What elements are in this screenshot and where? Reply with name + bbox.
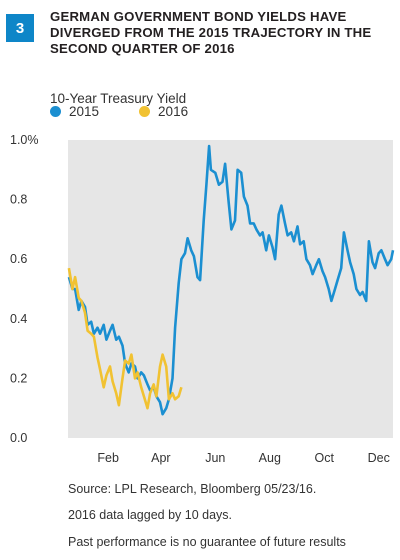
source-note: Source: LPL Research, Bloomberg 05/23/16… xyxy=(68,482,317,496)
x-tick-label: Oct xyxy=(315,451,335,465)
y-tick-label: 1.0% xyxy=(10,133,39,147)
chart-subtitle: 10-Year Treasury Yield xyxy=(50,91,187,106)
x-tick-label: Apr xyxy=(151,451,170,465)
lag-note: 2016 data lagged by 10 days. xyxy=(68,508,233,522)
x-tick-label: Dec xyxy=(368,451,390,465)
legend-swatch-2016 xyxy=(139,106,151,117)
chart-title: GERMAN GOVERNMENT BOND YIELDS HAVE DIVER… xyxy=(50,9,372,56)
x-axis: Feb Apr Jun Aug Oct Dec xyxy=(97,451,389,465)
disclaimer-note: Past performance is no guarantee of futu… xyxy=(68,535,346,549)
legend-label-2016: 2016 xyxy=(158,104,189,119)
series-line-2015 xyxy=(67,144,395,416)
series-layer xyxy=(67,144,395,416)
y-tick-label: 0.0 xyxy=(10,431,27,445)
legend-item-2016: 2016 xyxy=(139,104,188,119)
legend-item-2015: 2015 xyxy=(50,104,99,119)
legend: 2015 2016 xyxy=(50,104,206,119)
y-tick-label: 0.4 xyxy=(10,312,27,326)
y-tick-label: 0.8 xyxy=(10,193,27,207)
y-tick-label: 0.6 xyxy=(10,252,27,266)
x-tick-label: Jun xyxy=(205,451,225,465)
y-axis: 0.0 0.2 0.4 0.6 0.8 1.0% xyxy=(10,133,39,445)
legend-label-2015: 2015 xyxy=(69,104,100,119)
line-chart: 0.0 0.2 0.4 0.6 0.8 1.0% Feb Apr Jun Aug Oct Dec xyxy=(10,133,395,465)
x-tick-label: Feb xyxy=(97,451,119,465)
x-tick-label: Aug xyxy=(259,451,281,465)
series-line-2016 xyxy=(67,267,183,410)
y-tick-label: 0.2 xyxy=(10,371,27,385)
legend-swatch-2015 xyxy=(50,106,61,117)
figure-number-badge: 3 xyxy=(6,14,34,42)
